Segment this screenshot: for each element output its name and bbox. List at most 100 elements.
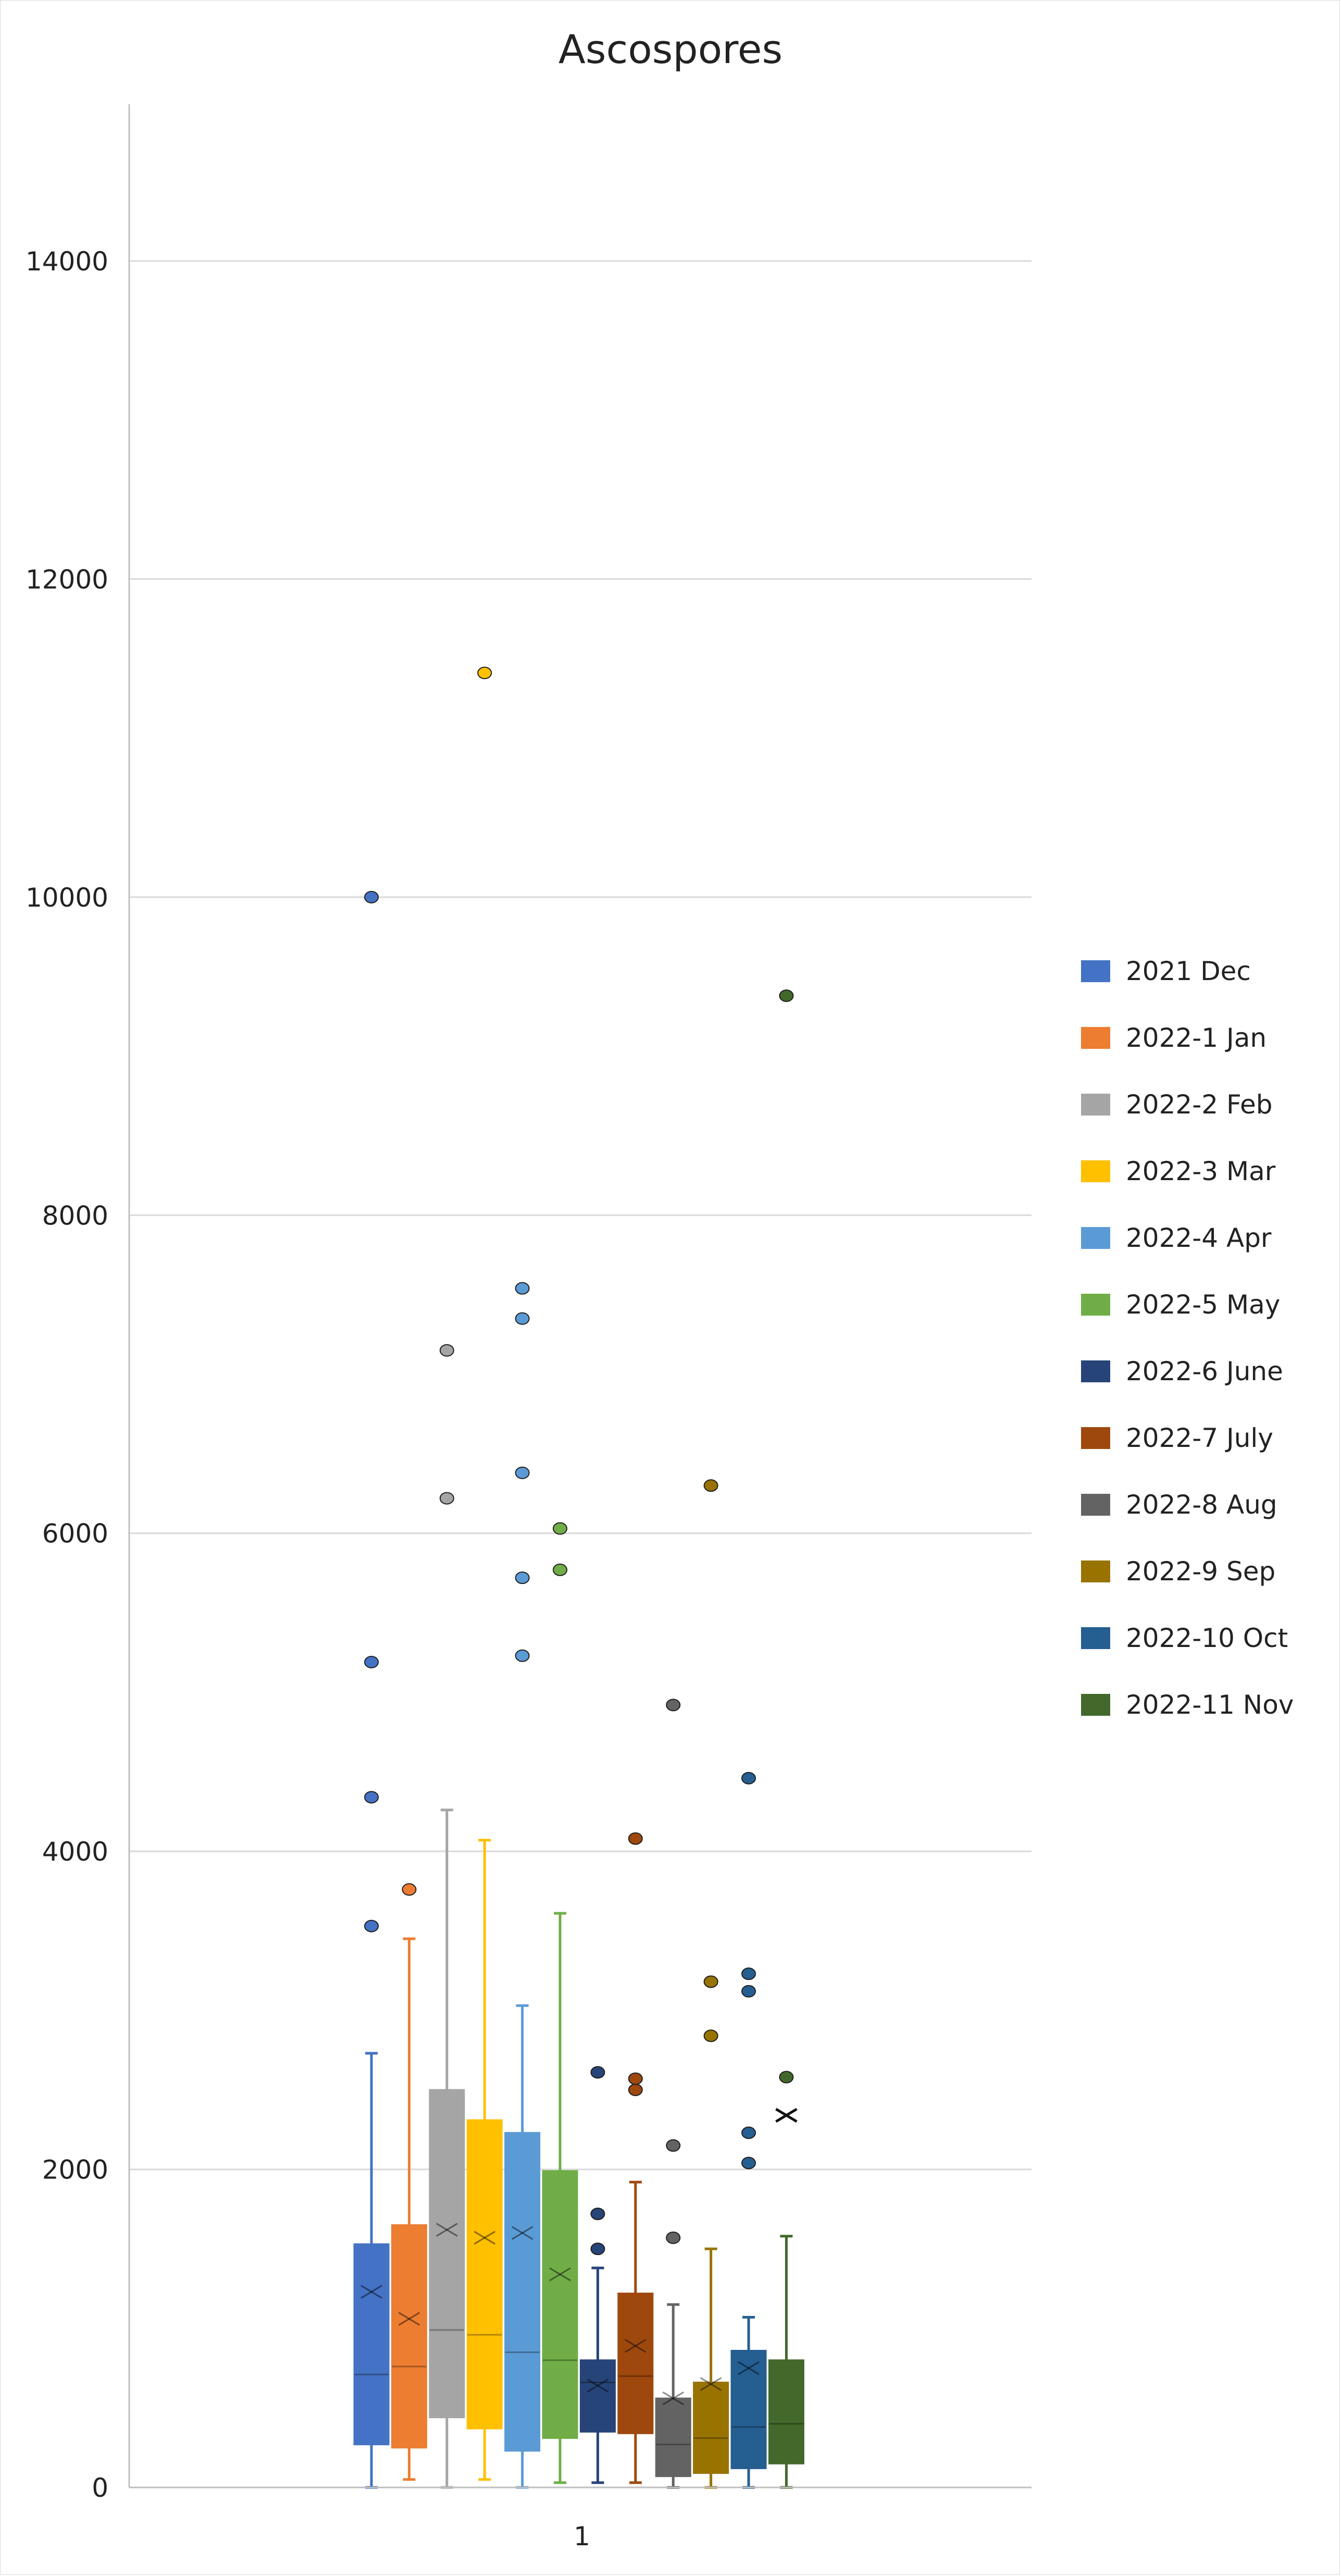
- mean-marker: [398, 2312, 420, 2326]
- box-2022-6-june: [579, 2066, 616, 2484]
- outlier-point: [477, 666, 492, 679]
- box-iqr: [504, 2132, 541, 2452]
- box-2022-5-may: [542, 1522, 578, 2484]
- box-iqr: [353, 2243, 390, 2446]
- outlier-point: [590, 2243, 605, 2256]
- outlier-point: [666, 2139, 681, 2152]
- box-iqr: [730, 2350, 767, 2469]
- box-2022-3-mar: [466, 666, 503, 2481]
- box-2022-2-feb: [429, 1344, 465, 2489]
- y-tick-label: 10000: [26, 883, 108, 913]
- box-iqr: [655, 2397, 691, 2478]
- legend-label: 2022-3 Mar: [1126, 1156, 1276, 1186]
- outlier-point: [741, 2157, 756, 2170]
- mean-marker: [587, 2379, 609, 2393]
- mean-marker: [549, 2267, 571, 2282]
- legend-label: 2022-5 May: [1126, 1290, 1281, 1320]
- legend-label: 2022-10 Oct: [1126, 1623, 1288, 1653]
- mean-marker: [361, 2285, 382, 2299]
- mean-marker: [398, 2312, 420, 2326]
- mean-marker: [625, 2339, 647, 2353]
- legend-item: 2021 Dec: [1081, 938, 1294, 1005]
- legend-item: 2022-2 Feb: [1081, 1071, 1294, 1138]
- box-iqr: [466, 2119, 503, 2430]
- box-iqr: [693, 2382, 729, 2474]
- legend-label: 2022-8 Aug: [1126, 1490, 1277, 1520]
- y-tick-label: 2000: [42, 2155, 108, 2185]
- mean-marker: [436, 2223, 458, 2237]
- legend-swatch: [1081, 1294, 1110, 1316]
- mean-marker: [436, 2223, 458, 2237]
- legend-item: 2022-10 Oct: [1081, 1605, 1294, 1671]
- box-iqr: [768, 2359, 804, 2464]
- outlier-point: [364, 890, 379, 903]
- outlier-point: [741, 1985, 756, 1998]
- outlier-point: [439, 1344, 454, 1357]
- legend-label: 2021 Dec: [1126, 956, 1251, 986]
- outlier-point: [628, 2072, 643, 2085]
- gridlines: [129, 260, 1032, 2171]
- legend-label: 2022-6 June: [1126, 1356, 1283, 1386]
- mean-marker: [511, 2226, 533, 2240]
- outlier-point: [515, 1649, 530, 1662]
- mean-marker: [775, 2108, 798, 2123]
- box-2022-10-oct: [730, 1772, 767, 2489]
- outlier-point: [666, 1699, 681, 1712]
- legend-swatch: [1081, 1160, 1110, 1182]
- legend-item: 2022-8 Aug: [1081, 1471, 1294, 1538]
- legend-swatch: [1081, 1427, 1110, 1449]
- legend-item: 2022-4 Apr: [1081, 1205, 1294, 1271]
- outlier-point: [703, 1975, 718, 1988]
- mean-marker: [738, 2361, 760, 2375]
- legend-swatch: [1081, 1027, 1110, 1049]
- mean-marker: [662, 2391, 684, 2406]
- y-tick-label: 8000: [42, 1200, 108, 1231]
- outlier-point: [553, 1522, 567, 1535]
- outlier-point: [628, 1832, 643, 1845]
- mean-marker: [474, 2231, 495, 2245]
- legend-item: 2022-5 May: [1081, 1271, 1294, 1338]
- legend-item: 2022-9 Sep: [1081, 1538, 1294, 1605]
- legend-swatch: [1081, 1561, 1110, 1582]
- outlier-point: [364, 1655, 379, 1668]
- box-2022-4-apr: [504, 1282, 541, 2489]
- outlier-point: [741, 1967, 756, 1980]
- mean-marker: [625, 2339, 647, 2353]
- mean-marker: [700, 2377, 722, 2391]
- outlier-point: [703, 2029, 718, 2042]
- box-2022-11-nov: [768, 989, 804, 2489]
- mean-marker: [549, 2267, 571, 2282]
- y-axis: 0 2000 4000 6000 8000 10000 12000 14000: [26, 104, 130, 2503]
- legend-label: 2022-9 Sep: [1126, 1556, 1276, 1587]
- legend-item: 2022-1 Jan: [1081, 1005, 1294, 1071]
- legend-label: 2022-4 Apr: [1126, 1223, 1272, 1253]
- outlier-point: [402, 1883, 417, 1896]
- chart-title: Ascospores: [558, 26, 783, 72]
- legend-item: 2022-11 Nov: [1081, 1671, 1294, 1738]
- outlier-point: [741, 1772, 756, 1785]
- outlier-point: [628, 2083, 643, 2096]
- outlier-point: [439, 1492, 454, 1505]
- outlier-point: [515, 1466, 530, 1479]
- legend-swatch: [1081, 1694, 1110, 1716]
- box-iqr: [617, 2293, 654, 2434]
- outlier-point: [779, 989, 794, 1002]
- legend-label: 2022-2 Feb: [1126, 1089, 1273, 1120]
- outlier-point: [515, 1282, 530, 1295]
- box-2021-dec: [353, 890, 390, 2489]
- mean-marker: [587, 2379, 609, 2393]
- box-iqr: [429, 2089, 465, 2419]
- outlier-point: [590, 2208, 605, 2221]
- outlier-point: [703, 1479, 718, 1492]
- outlier-point: [364, 1791, 379, 1804]
- legend-label: 2022-1 Jan: [1126, 1023, 1267, 1053]
- y-tick-label: 14000: [26, 246, 108, 277]
- legend: 2021 Dec 2022-1 Jan 2022-2 Feb 2022-3 Mar 20…: [1081, 938, 1294, 1738]
- outlier-point: [741, 2126, 756, 2139]
- legend-swatch: [1081, 1627, 1110, 1649]
- box-series: [353, 666, 804, 2489]
- mean-marker: [700, 2377, 722, 2391]
- legend-swatch: [1081, 1360, 1110, 1382]
- x-tick-label: 1: [574, 2521, 590, 2552]
